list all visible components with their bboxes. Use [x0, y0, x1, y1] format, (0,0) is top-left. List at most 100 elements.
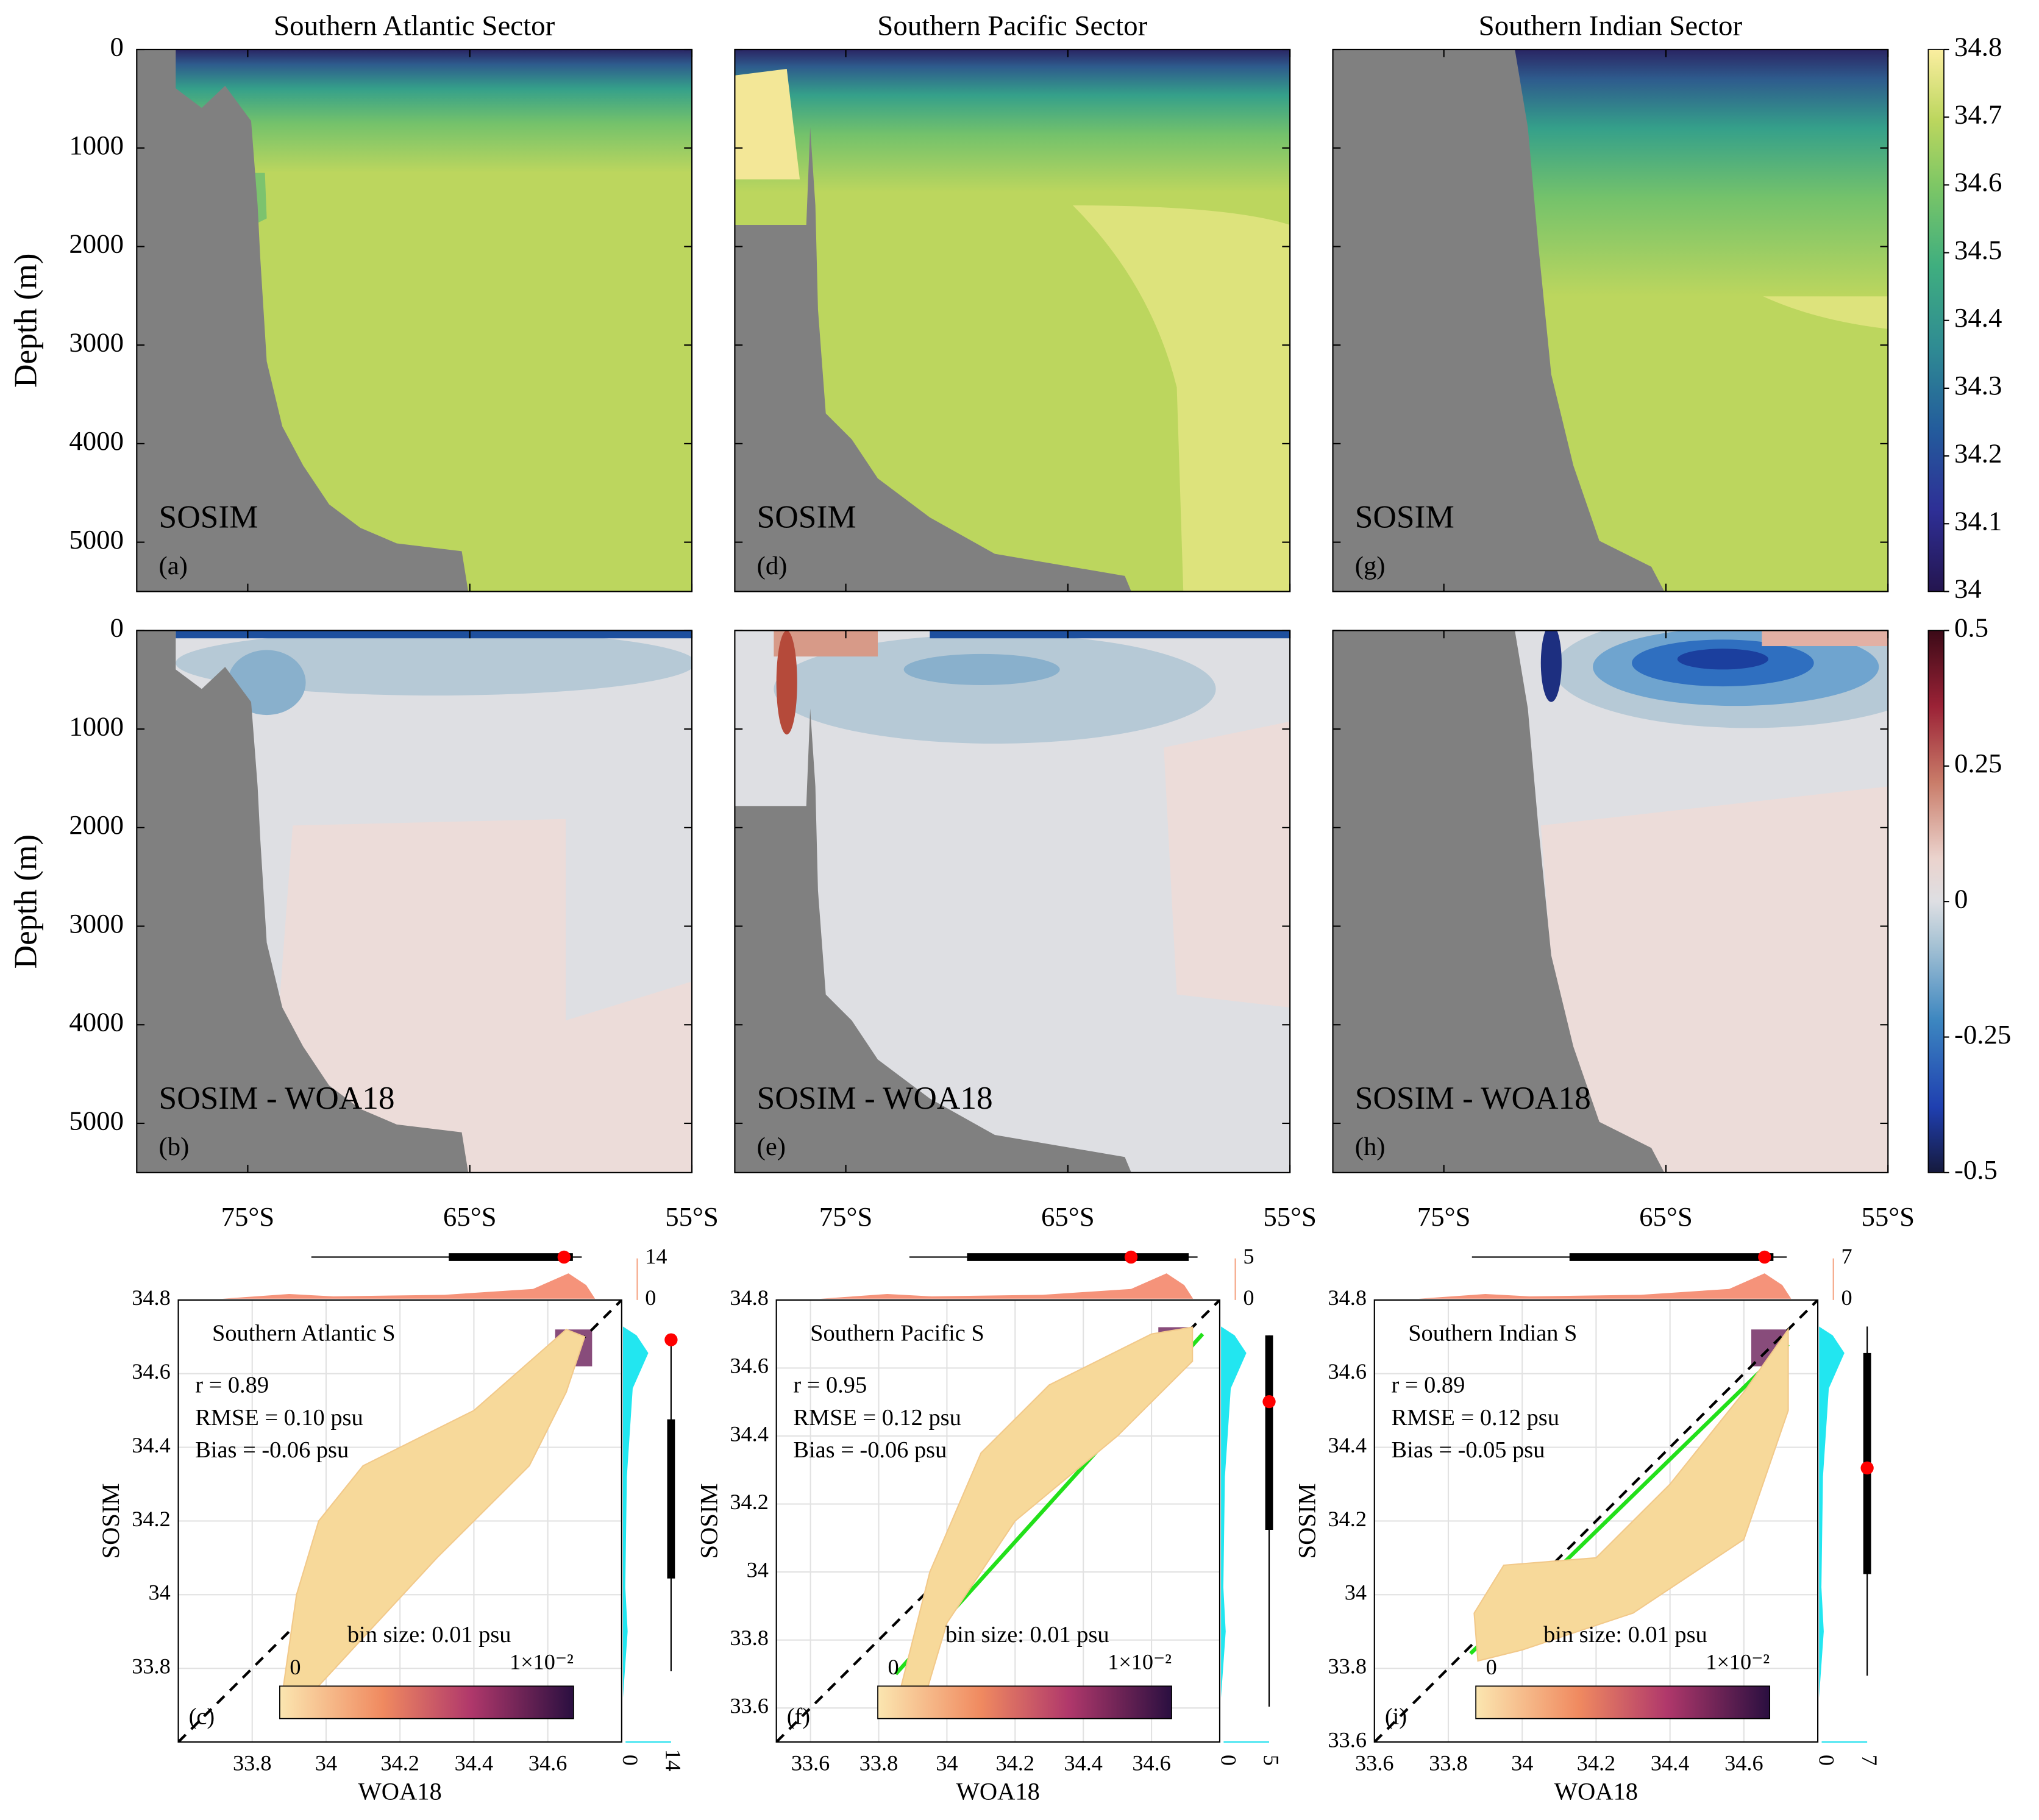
colorbar-label: 0 [888, 1655, 899, 1679]
frame [1332, 48, 1889, 592]
stat: r = 0.95 [793, 1373, 867, 1398]
field-region [735, 49, 1290, 193]
panel-title: Southern Atlantic S [212, 1320, 396, 1346]
panel-label: SOSIM [159, 498, 258, 535]
colorbar [1927, 49, 1945, 592]
colorbar [1927, 630, 1945, 1173]
x-tick-label: 75°S [819, 1201, 873, 1232]
x-tick-label: 33.6 [791, 1751, 830, 1776]
colorbar-label: 1×10⁻² [1706, 1649, 1770, 1674]
panel-letter: (g) [1355, 552, 1386, 580]
x-axis-label: WOA18 [956, 1778, 1040, 1805]
y-tick-label: 34.2 [1328, 1507, 1367, 1531]
x-tick-label: 34.6 [528, 1751, 567, 1776]
bathymetry [735, 127, 1131, 592]
field-region [1540, 630, 1562, 702]
y-tick-label: 3000 [69, 908, 124, 939]
y-tick-label: 4000 [69, 425, 124, 456]
right-axis-label: 5 [1259, 1755, 1284, 1766]
y-axis-label: SOSIM [1293, 1484, 1320, 1559]
colorbar-tick-label: 34.1 [1954, 506, 2002, 536]
frame [136, 48, 693, 592]
colorbar-tick-label: 34.4 [1954, 302, 2002, 333]
bathymetry [1333, 49, 1665, 592]
box-median [664, 1333, 678, 1346]
density-cloud [1473, 1327, 1789, 1662]
colorbar-tick-label: -0.25 [1954, 1019, 2011, 1050]
panel-label: SOSIM [757, 498, 856, 535]
y-tick-label: 34.8 [730, 1285, 768, 1310]
y-tick-label: 34.2 [730, 1490, 768, 1514]
top-axis-label: 0 [1243, 1285, 1254, 1310]
y-tick-label: 34.4 [132, 1433, 170, 1457]
y-tick-label: 34 [148, 1580, 170, 1605]
y-tick-label: 34.8 [1328, 1285, 1367, 1310]
top-axis-label: 14 [645, 1244, 667, 1268]
density-colorbar [1475, 1685, 1771, 1719]
marginal-y [1221, 1326, 1247, 1698]
stat: RMSE = 0.10 psu [195, 1405, 363, 1431]
field [1333, 630, 1888, 1173]
y-tick-label: 3000 [69, 327, 124, 357]
marginal-y [1819, 1326, 1845, 1698]
right-axis-label: 0 [1814, 1755, 1838, 1766]
y-axis-label: Depth (m) [7, 253, 43, 388]
stat: r = 0.89 [195, 1373, 269, 1398]
density-colorbar [877, 1685, 1172, 1719]
colorbar-tick-label: -0.5 [1954, 1154, 1998, 1185]
x-axis-label: WOA18 [1554, 1778, 1638, 1805]
marginal-x [820, 1273, 1194, 1299]
colorbar-tick-label: 34.2 [1954, 438, 2002, 468]
panel-letter: (e) [757, 1132, 786, 1161]
y-tick-label: 1000 [69, 711, 124, 741]
x-tick-label: 34 [936, 1751, 958, 1776]
colorbar-tick-label: 34.5 [1954, 235, 2002, 265]
box-median [1758, 1250, 1771, 1264]
y-tick-label: 34.6 [132, 1359, 170, 1384]
panel-letter: (h) [1355, 1132, 1386, 1161]
x-tick-label: 34.2 [1577, 1751, 1615, 1776]
field-region [930, 630, 1290, 639]
box-median [1262, 1395, 1276, 1409]
x-tick-label: 34.6 [1132, 1751, 1170, 1776]
panel-title: Southern Pacific Sector [877, 10, 1147, 42]
colorbar-tick-label: 34.8 [1954, 31, 2002, 62]
field-region [735, 69, 800, 180]
x-tick-label: 65°S [1041, 1201, 1095, 1232]
y-tick-label: 33.6 [1328, 1727, 1367, 1752]
x-tick-label: 65°S [443, 1201, 497, 1232]
y-tick-label: 2000 [69, 809, 124, 840]
x-tick-label: 34.4 [455, 1751, 493, 1776]
panel-label: SOSIM - WOA18 [1355, 1079, 1591, 1116]
bathymetry [735, 708, 1131, 1173]
field-region [266, 819, 692, 1173]
y-tick-label: 34.6 [730, 1354, 768, 1378]
x-tick-label: 34 [1511, 1751, 1533, 1776]
field-region [176, 630, 692, 639]
y-tick-label: 33.6 [730, 1694, 768, 1718]
density-cloud [895, 1326, 1194, 1716]
x-tick-label: 55°S [665, 1201, 719, 1232]
y-tick-label: 34.6 [1328, 1359, 1367, 1384]
colorbar-label: 0 [1486, 1655, 1497, 1679]
note: bin size: 0.01 psu [1543, 1622, 1707, 1648]
panel-label: SOSIM [1355, 498, 1454, 535]
y-tick-label: 2000 [69, 229, 124, 259]
y-tick-label: 4000 [69, 1007, 124, 1037]
right-axis-label: 14 [661, 1749, 686, 1771]
frame [136, 630, 693, 1173]
note: bin size: 0.01 psu [347, 1622, 511, 1648]
field-region [1164, 721, 1290, 1008]
right-axis-label: 7 [1857, 1755, 1882, 1766]
x-tick-label: 34 [315, 1751, 337, 1776]
stat: Bias = -0.06 psu [793, 1437, 947, 1463]
x-tick-label: 33.8 [1429, 1751, 1467, 1776]
x-tick-label: 75°S [221, 1201, 275, 1232]
stat: Bias = -0.05 psu [1391, 1437, 1545, 1463]
x-tick-label: 34.4 [1064, 1751, 1102, 1776]
field-region [1072, 205, 1290, 592]
top-axis-label: 7 [1841, 1244, 1852, 1268]
field-region [774, 634, 1216, 744]
y-tick-label: 0 [110, 613, 124, 643]
